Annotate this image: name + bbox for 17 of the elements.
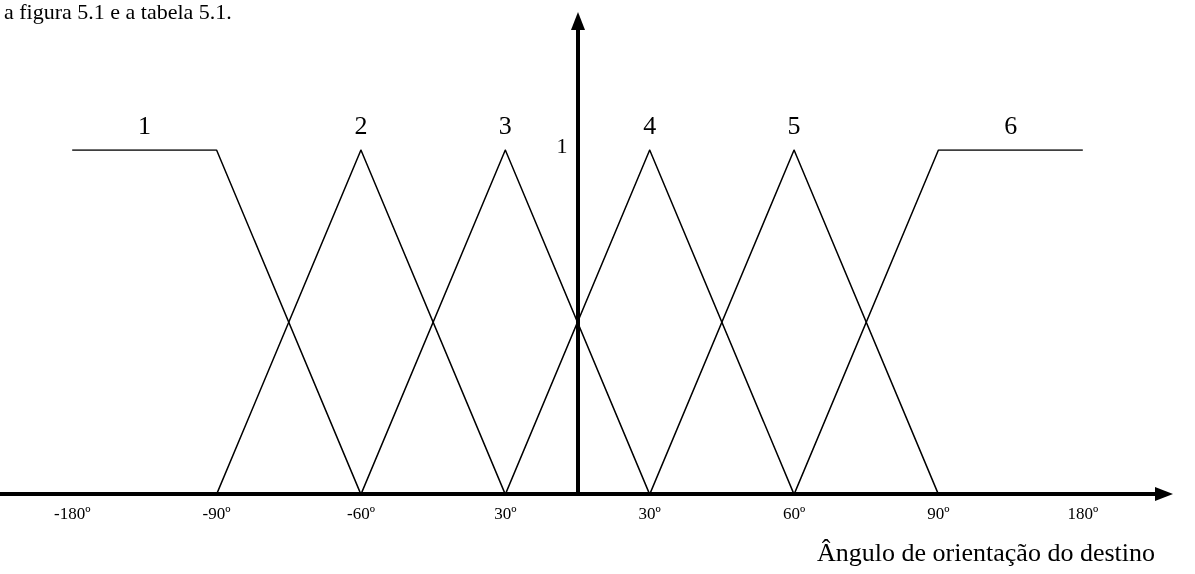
- x-tick-label: -180º: [53, 504, 91, 524]
- x-axis-title: Ângulo de orientação do destino: [817, 538, 1155, 568]
- x-tick-label: 30º: [638, 504, 661, 524]
- series-label: 4: [643, 110, 657, 140]
- series-label: 6: [1004, 110, 1018, 140]
- x-tick-label: 180º: [1067, 504, 1099, 524]
- annotation: 1: [556, 132, 568, 158]
- x-tick-label: 60º: [782, 504, 806, 524]
- x-tick-label: -90º: [202, 504, 231, 524]
- x-tick-label: -60º: [346, 504, 375, 524]
- text: a figura 5.1 e a tabela 5.1.: [4, 0, 232, 24]
- x-tick-label: 30º: [494, 504, 517, 524]
- series-label: 3: [498, 110, 512, 140]
- x-tick-label: 90º: [927, 504, 950, 524]
- series-label: 5: [787, 110, 801, 140]
- series-label: 1: [137, 110, 151, 140]
- series-label: 2: [354, 110, 368, 140]
